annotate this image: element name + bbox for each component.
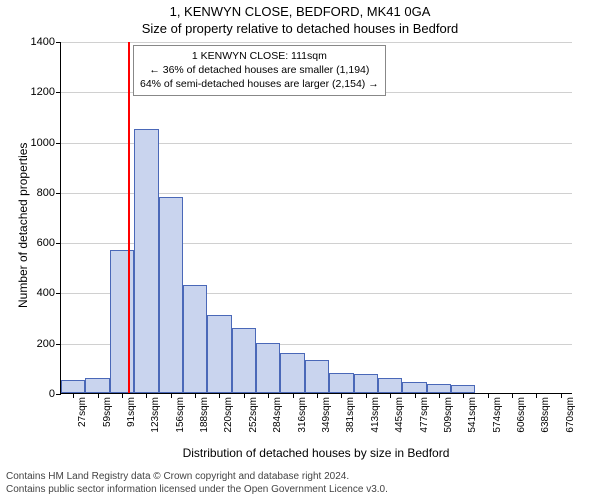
footer-line-2: Contains public sector information licen… [6, 483, 388, 496]
histogram-bar [256, 343, 280, 393]
xtick-mark [561, 393, 562, 398]
ytick-label: 1000 [31, 137, 61, 149]
xtick-label: 284sqm [272, 393, 283, 433]
ytick-label: 0 [49, 388, 61, 400]
xtick-mark [171, 393, 172, 398]
xtick-label: 252sqm [248, 393, 259, 433]
xtick-label: 574sqm [492, 393, 503, 433]
plot-area: 020040060080010001200140027sqm59sqm91sqm… [60, 42, 572, 394]
xtick-label: 156sqm [175, 393, 186, 433]
xtick-label: 606sqm [516, 393, 527, 433]
xtick-mark [244, 393, 245, 398]
xtick-label: 316sqm [297, 393, 308, 433]
xtick-mark [293, 393, 294, 398]
xtick-label: 27sqm [77, 393, 88, 427]
xtick-mark [463, 393, 464, 398]
ytick-label: 1400 [31, 36, 61, 48]
xtick-mark [73, 393, 74, 398]
xtick-label: 541sqm [467, 393, 478, 433]
xtick-label: 509sqm [443, 393, 454, 433]
histogram-bar [402, 382, 426, 393]
xtick-mark [98, 393, 99, 398]
xtick-mark [341, 393, 342, 398]
xtick-label: 670sqm [565, 393, 576, 433]
histogram-bar [427, 384, 451, 393]
xtick-label: 638sqm [540, 393, 551, 433]
annotation-box: 1 KENWYN CLOSE: 111sqm← 36% of detached … [133, 45, 386, 96]
xtick-label: 188sqm [199, 393, 210, 433]
histogram-bar [110, 250, 134, 393]
histogram-bar [183, 285, 207, 393]
ytick-label: 400 [37, 287, 61, 299]
histogram-bar [61, 380, 85, 393]
xtick-mark [122, 393, 123, 398]
annotation-line: ← 36% of detached houses are smaller (1,… [140, 63, 379, 77]
xtick-mark [195, 393, 196, 398]
annotation-line: 1 KENWYN CLOSE: 111sqm [140, 49, 379, 63]
xtick-label: 349sqm [321, 393, 332, 433]
xtick-mark [512, 393, 513, 398]
xtick-label: 413sqm [370, 393, 381, 433]
histogram-bar [134, 129, 158, 393]
xtick-mark [219, 393, 220, 398]
xtick-mark [439, 393, 440, 398]
histogram-bar [85, 378, 109, 393]
ytick-label: 1200 [31, 86, 61, 98]
xtick-mark [366, 393, 367, 398]
histogram-bar [207, 315, 231, 393]
histogram-bar [159, 197, 183, 393]
xtick-mark [488, 393, 489, 398]
histogram-bar [354, 374, 378, 393]
y-axis-label: Number of detached properties [16, 143, 30, 308]
histogram-bar [280, 353, 304, 393]
xtick-label: 445sqm [394, 393, 405, 433]
histogram-bar [378, 378, 402, 393]
x-axis-label: Distribution of detached houses by size … [60, 446, 572, 460]
xtick-mark [146, 393, 147, 398]
xtick-mark [390, 393, 391, 398]
annotation-line: 64% of semi-detached houses are larger (… [140, 77, 379, 91]
footer-attribution: Contains HM Land Registry data © Crown c… [6, 470, 388, 496]
xtick-mark [268, 393, 269, 398]
histogram-chart: 0 200 400 600 800 1000 1200 1400 27sqm 59sqm 91sqm… [0, 0, 600, 500]
histogram-bar [451, 385, 475, 393]
xtick-label: 123sqm [150, 393, 161, 433]
xtick-mark [317, 393, 318, 398]
xtick-label: 381sqm [345, 393, 356, 433]
footer-line-1: Contains HM Land Registry data © Crown c… [6, 470, 388, 483]
xtick-mark [415, 393, 416, 398]
gridline [61, 42, 572, 43]
xtick-label: 477sqm [419, 393, 430, 433]
histogram-bar [232, 328, 256, 393]
xtick-mark [536, 393, 537, 398]
xtick-label: 59sqm [102, 393, 113, 427]
ytick-label: 800 [37, 187, 61, 199]
histogram-bar [329, 373, 353, 393]
xtick-label: 220sqm [223, 393, 234, 433]
histogram-bar [305, 360, 329, 393]
ytick-label: 600 [37, 237, 61, 249]
ytick-label: 200 [37, 338, 61, 350]
property-marker-line [128, 42, 130, 393]
xtick-label: 91sqm [126, 393, 137, 427]
